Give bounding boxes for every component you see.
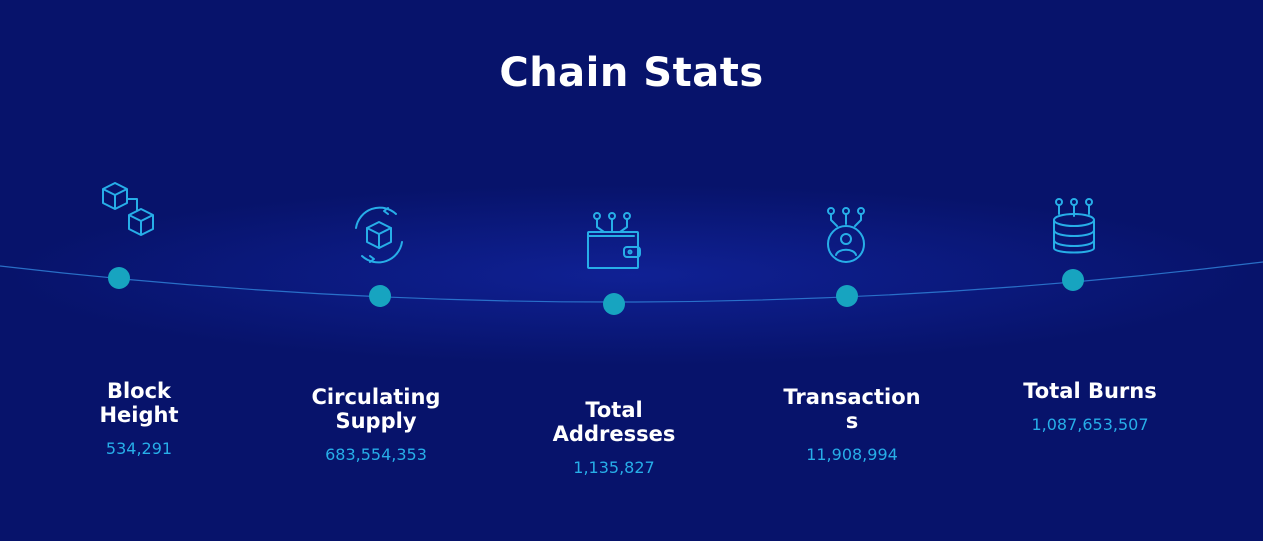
user-network-icon	[812, 200, 882, 270]
wallet-icon	[578, 205, 648, 275]
stat-value: 1,135,827	[573, 458, 655, 477]
page-title: Chain Stats	[499, 50, 764, 96]
timeline-dot-1	[108, 267, 130, 289]
stat-total-addresses: Total Addresses 1,135,827	[534, 398, 694, 477]
stat-value: 11,908,994	[806, 445, 898, 464]
timeline-dot-4	[836, 285, 858, 307]
stat-value: 534,291	[105, 439, 173, 458]
timeline-dot-5	[1062, 269, 1084, 291]
stat-label: Total Addresses	[552, 398, 676, 446]
stat-transactions: Transactions 11,908,994	[772, 385, 932, 464]
rotating-cube-icon	[344, 200, 414, 270]
timeline-dot-3	[603, 293, 625, 315]
stat-total-burns: Total Burns 1,087,653,507	[1000, 379, 1180, 434]
timeline-dot-2	[369, 285, 391, 307]
database-icon	[1040, 190, 1110, 260]
stat-block-height: Block Height 534,291	[59, 379, 219, 458]
stat-label: Transactions	[783, 385, 921, 433]
stat-value: 683,554,353	[325, 445, 427, 464]
stat-label: Circulating Supply	[311, 385, 441, 433]
stat-circulating-supply: Circulating Supply 683,554,353	[296, 385, 456, 464]
stat-label: Block Height	[99, 379, 179, 427]
stat-label: Total Burns	[1023, 379, 1157, 403]
stat-value: 1,087,653,507	[1031, 415, 1149, 434]
blocks-icon	[95, 175, 165, 245]
